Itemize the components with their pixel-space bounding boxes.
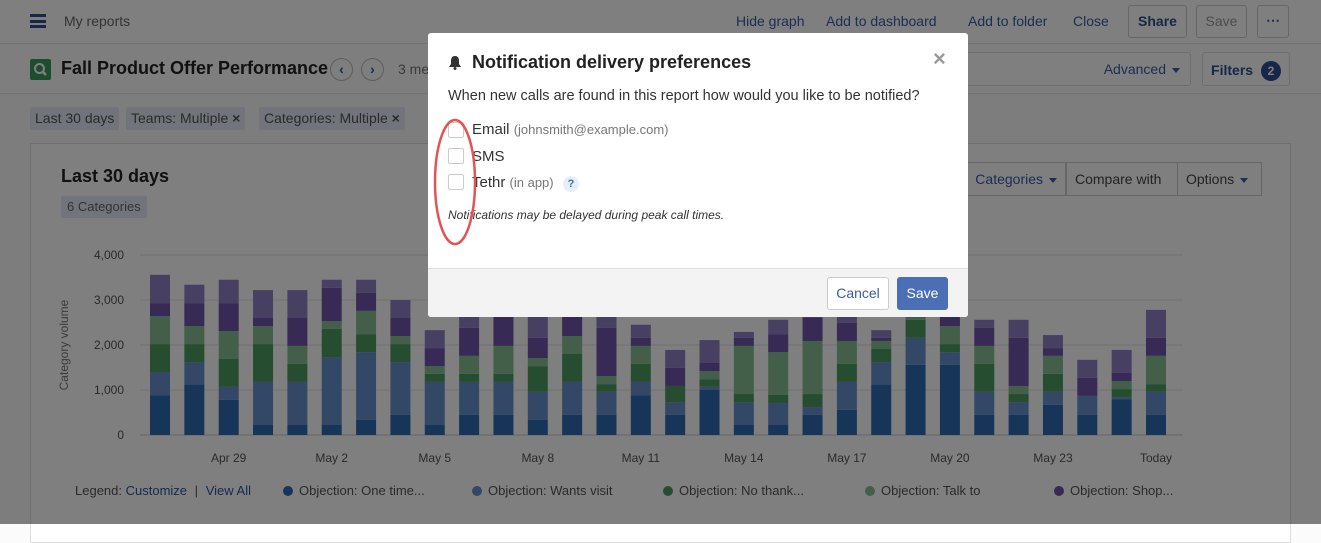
close-icon[interactable]: ×	[933, 46, 946, 71]
sms-checkbox[interactable]	[448, 148, 464, 164]
dialog-question: When new calls are found in this report …	[448, 88, 920, 104]
sms-option[interactable]: SMS	[472, 148, 505, 165]
bell-icon	[449, 56, 461, 70]
cancel-button[interactable]: Cancel	[827, 277, 889, 310]
dialog-footer: Cancel Save	[428, 268, 968, 317]
tethr-option[interactable]: Tethr (in app)	[472, 174, 554, 191]
tethr-checkbox[interactable]	[448, 174, 464, 190]
delay-note: Notifications may be delayed during peak…	[448, 208, 725, 222]
email-option[interactable]: Email (johnsmith@example.com)	[472, 121, 669, 138]
tethr-detail: (in app)	[509, 175, 554, 190]
notification-preferences-dialog: Notification delivery preferences × When…	[428, 33, 968, 317]
email-checkbox[interactable]	[448, 122, 464, 138]
tethr-label: Tethr	[472, 174, 506, 191]
save-button[interactable]: Save	[897, 277, 948, 310]
email-address: (johnsmith@example.com)	[513, 122, 669, 137]
help-icon[interactable]: ?	[563, 176, 579, 192]
email-label: Email	[472, 121, 510, 138]
dialog-title: Notification delivery preferences	[472, 52, 752, 72]
